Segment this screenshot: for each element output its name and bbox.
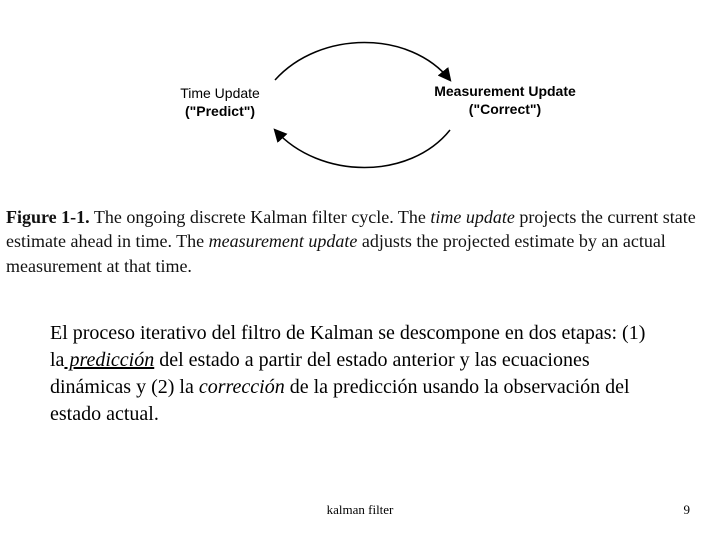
node-measurement-update: Measurement Update ("Correct") <box>430 83 580 118</box>
spanish-word-correccion: corrección <box>199 376 285 398</box>
page: Time Update ("Predict") Measurement Upda… <box>0 0 720 540</box>
caption-part1: The ongoing discrete Kalman filter cycle… <box>90 207 431 227</box>
node-time-update-line2: ("Predict") <box>160 103 280 121</box>
spanish-paragraph: El proceso iterativo del filtro de Kalma… <box>50 320 650 428</box>
node-measurement-update-line2: ("Correct") <box>430 101 580 119</box>
caption-italic-time-update: time update <box>430 207 514 227</box>
figure-caption: Figure 1-1. The ongoing discrete Kalman … <box>6 205 706 278</box>
kalman-cycle-diagram: Time Update ("Predict") Measurement Upda… <box>160 35 560 170</box>
spanish-word-prediccion: predicción <box>64 349 154 371</box>
caption-italic-measurement-update: measurement update <box>209 231 358 251</box>
footer-title: kalman filter <box>0 502 720 518</box>
arc-top <box>275 43 450 81</box>
arc-bottom <box>275 130 450 168</box>
node-measurement-update-line1: Measurement Update <box>430 83 580 101</box>
footer-page-number: 9 <box>684 502 691 518</box>
node-time-update-line1: Time Update <box>160 85 280 103</box>
node-time-update: Time Update ("Predict") <box>160 85 280 120</box>
figure-label: Figure 1-1. <box>6 207 90 227</box>
